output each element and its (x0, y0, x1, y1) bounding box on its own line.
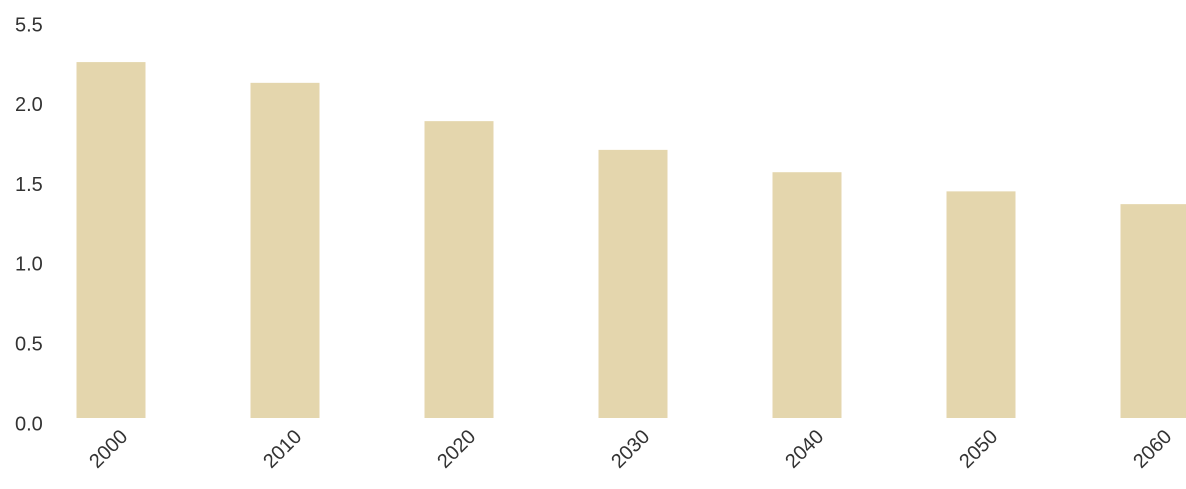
bar (946, 191, 1016, 418)
y-tick-label: 0.0 (15, 413, 43, 435)
bar (250, 82, 320, 418)
bar (772, 172, 842, 418)
y-tick-label: 1.5 (15, 174, 43, 196)
x-tick-label: 2000 (85, 426, 132, 473)
x-tick-label: 2040 (781, 426, 828, 473)
x-tick-label: 2020 (433, 426, 480, 473)
y-tick-label: 0.5 (15, 333, 43, 355)
bar (1120, 204, 1186, 418)
y-tick-label: 1.0 (15, 254, 43, 276)
x-tick-label: 2030 (607, 426, 654, 473)
bar (598, 149, 668, 418)
bar (424, 121, 494, 419)
bar (76, 62, 146, 418)
x-tick-label: 2010 (259, 426, 306, 473)
x-tick-label: 2050 (955, 426, 1002, 473)
y-tick-label: 5.5 (15, 14, 43, 36)
x-tick-label: 2060 (1129, 426, 1176, 473)
y-tick-label: 2.0 (15, 94, 43, 116)
